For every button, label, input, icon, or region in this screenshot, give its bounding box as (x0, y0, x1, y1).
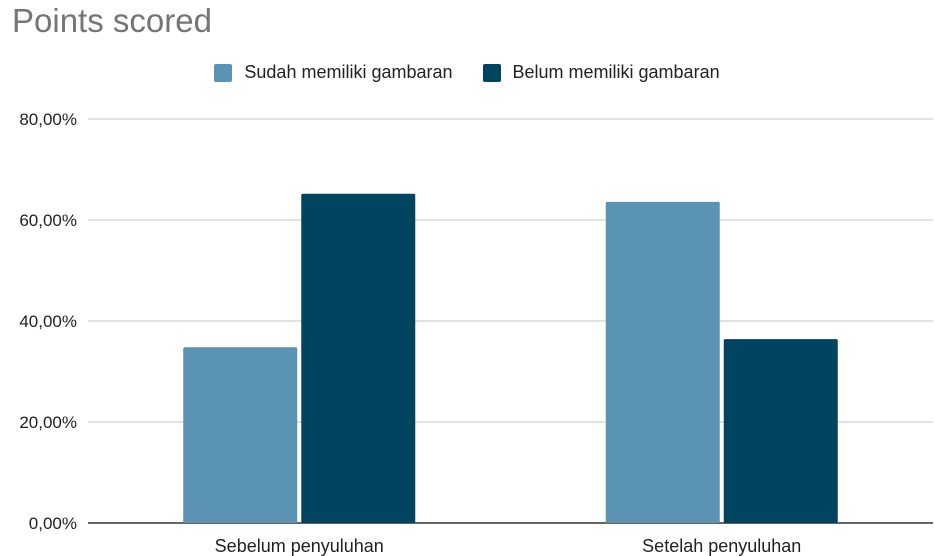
legend-swatch-sudah (214, 63, 233, 82)
legend-swatch-belum (482, 63, 501, 82)
bar-sudah-1 (183, 347, 298, 523)
y-tick-label: 20,00% (19, 413, 77, 432)
legend-label-sudah: Sudah memiliki gambaran (244, 62, 453, 82)
y-tick-label: 80,00% (19, 110, 77, 129)
legend: Sudah memiliki gambaran Belum memiliki g… (0, 62, 934, 83)
label-layer: 0,00% 20,00% 40,00% 60,00% 80,00% Sebelum pen… (19, 110, 801, 556)
y-tick-label: 0,00% (29, 514, 77, 533)
bar-sudah-2 (605, 201, 720, 523)
y-tick-label: 40,00% (19, 312, 77, 331)
y-tick-label: 60,00% (19, 211, 77, 230)
legend-item-belum: Belum memiliki gambaran (482, 62, 720, 83)
bar-layer (183, 193, 838, 524)
bar-belum-1 (301, 193, 416, 524)
x-tick-label: Sebelum penyuluhan (215, 536, 384, 556)
x-tick-label: Setelah penyuluhan (642, 536, 801, 556)
bar-belum-2 (723, 339, 838, 523)
chart-title: Points scored (12, 2, 212, 39)
legend-label-belum: Belum memiliki gambaran (512, 62, 720, 82)
legend-item-sudah: Sudah memiliki gambaran (214, 62, 453, 83)
